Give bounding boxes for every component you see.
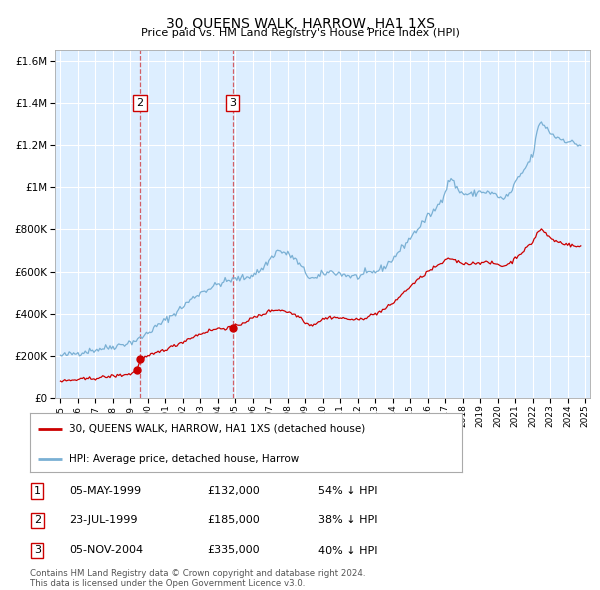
Text: £335,000: £335,000 bbox=[207, 546, 260, 555]
Text: £132,000: £132,000 bbox=[207, 486, 260, 496]
Text: 2: 2 bbox=[34, 516, 41, 525]
Text: 38% ↓ HPI: 38% ↓ HPI bbox=[318, 516, 377, 525]
Text: Price paid vs. HM Land Registry's House Price Index (HPI): Price paid vs. HM Land Registry's House … bbox=[140, 28, 460, 38]
Text: HPI: Average price, detached house, Harrow: HPI: Average price, detached house, Harr… bbox=[69, 454, 299, 464]
Text: 3: 3 bbox=[34, 546, 41, 555]
Text: 3: 3 bbox=[229, 98, 236, 108]
Text: 1: 1 bbox=[34, 486, 41, 496]
Text: Contains HM Land Registry data © Crown copyright and database right 2024.
This d: Contains HM Land Registry data © Crown c… bbox=[30, 569, 365, 588]
Text: 30, QUEENS WALK, HARROW, HA1 1XS: 30, QUEENS WALK, HARROW, HA1 1XS bbox=[166, 17, 434, 31]
Text: 30, QUEENS WALK, HARROW, HA1 1XS (detached house): 30, QUEENS WALK, HARROW, HA1 1XS (detach… bbox=[69, 424, 365, 434]
Text: £185,000: £185,000 bbox=[207, 516, 260, 525]
Text: 05-NOV-2004: 05-NOV-2004 bbox=[69, 546, 143, 555]
Text: 23-JUL-1999: 23-JUL-1999 bbox=[69, 516, 137, 525]
Text: 05-MAY-1999: 05-MAY-1999 bbox=[69, 486, 141, 496]
Text: 54% ↓ HPI: 54% ↓ HPI bbox=[318, 486, 377, 496]
Text: 40% ↓ HPI: 40% ↓ HPI bbox=[318, 546, 377, 555]
Text: 2: 2 bbox=[136, 98, 143, 108]
